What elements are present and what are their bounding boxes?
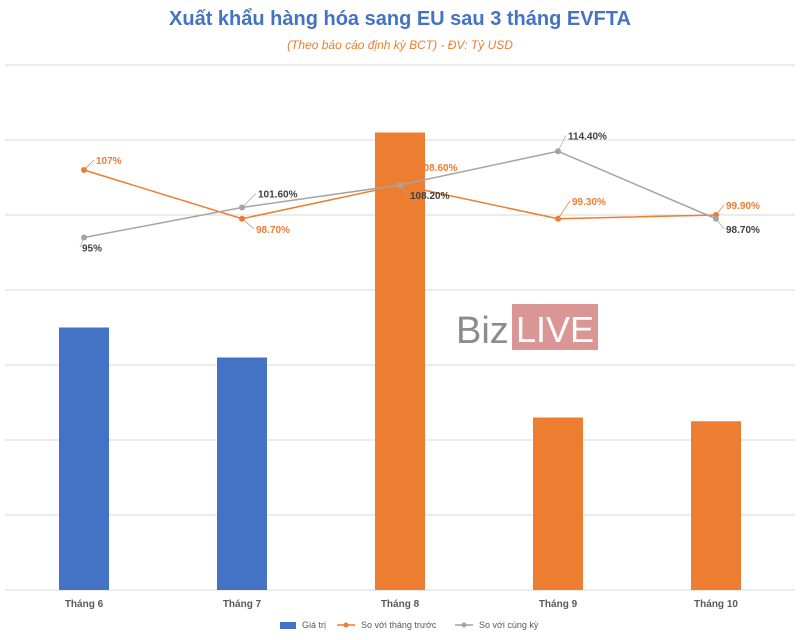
data-label: 98.70%	[726, 225, 760, 236]
bar	[59, 327, 109, 590]
leader-line	[79, 237, 85, 248]
bar	[375, 132, 425, 590]
bar-series	[59, 132, 741, 590]
legend-label: Giá trị	[302, 620, 326, 630]
line-series: 107% 98.70% 108.60% 99.30% 99.90% 95% 101.60% 1…	[79, 131, 760, 255]
x-tick-label: Tháng 6	[65, 599, 104, 610]
leader-line	[399, 184, 409, 196]
legend-marker	[343, 622, 349, 628]
legend-label: So với tháng trước	[361, 620, 437, 630]
x-tick-label: Tháng 8	[381, 599, 420, 610]
legend-swatch	[280, 622, 296, 629]
chart-subtitle: (Theo báo cáo định kỳ BCT) - ĐV: Tỷ USD	[287, 38, 513, 52]
watermark-logo: Biz LIVE	[456, 304, 598, 352]
legend: Giá trị So với tháng trước So với cùng kỳ	[280, 620, 539, 630]
data-label: 108.20%	[410, 191, 450, 202]
data-label: 99.90%	[726, 201, 760, 212]
data-label: 114.40%	[568, 131, 607, 142]
bar	[217, 357, 267, 590]
data-label: 95%	[82, 244, 102, 255]
x-axis-ticks: Tháng 6 Tháng 7 Tháng 8 Tháng 9 Tháng 10	[65, 599, 739, 610]
x-tick-label: Tháng 10	[694, 599, 738, 610]
leader-line	[83, 159, 95, 171]
watermark-live-box	[512, 304, 598, 350]
leader-line	[241, 193, 257, 208]
leader-line	[399, 166, 417, 186]
leader-line	[715, 204, 725, 216]
data-label: 108.60%	[418, 163, 458, 174]
bar	[533, 417, 583, 590]
leader-line	[557, 135, 567, 152]
legend-marker	[461, 622, 467, 628]
watermark-biz: Biz	[456, 310, 509, 352]
data-label: 107%	[96, 156, 122, 167]
bar	[691, 421, 741, 590]
legend-label: So với cùng kỳ	[479, 620, 539, 630]
leader-line	[557, 200, 571, 219]
data-label: 101.60%	[258, 190, 298, 201]
watermark-live: LIVE	[516, 309, 594, 350]
gridlines	[5, 64, 795, 591]
leader-line	[715, 218, 725, 229]
x-tick-label: Tháng 9	[539, 599, 578, 610]
x-tick-label: Tháng 7	[223, 599, 262, 610]
leader-line	[241, 218, 255, 230]
data-label: 98.70%	[256, 225, 290, 236]
chart-title: Xuất khẩu hàng hóa sang EU sau 3 tháng E…	[169, 8, 631, 30]
data-label: 99.30%	[572, 197, 606, 208]
